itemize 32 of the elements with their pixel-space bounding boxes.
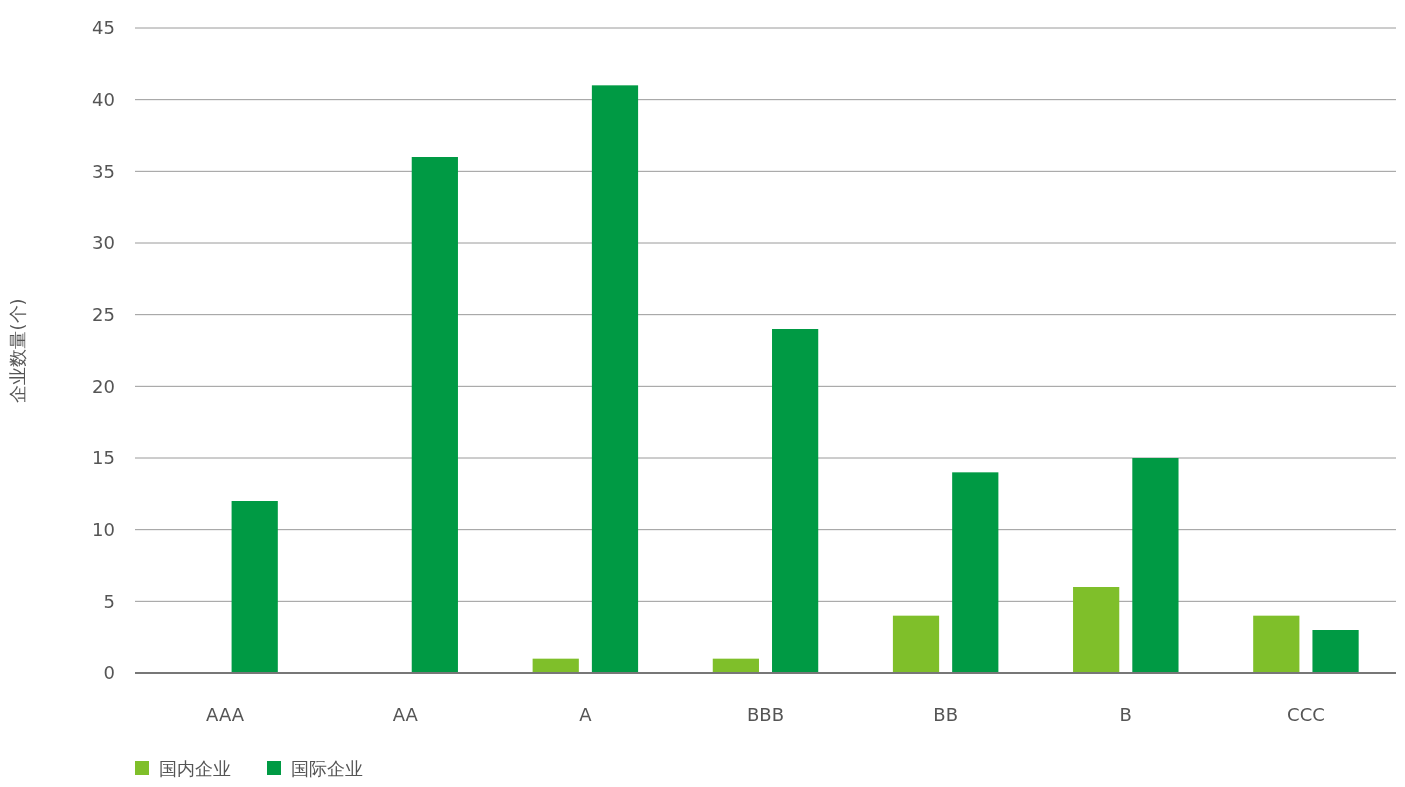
bar	[772, 329, 819, 673]
bar	[231, 501, 278, 673]
x-tick-label: CCC	[1287, 704, 1325, 725]
bar	[952, 472, 999, 673]
y-tick-label: 35	[92, 160, 115, 182]
y-tick-label: 10	[92, 518, 115, 540]
x-tick-label: A	[579, 704, 593, 725]
legend-label: 国际企业	[291, 758, 363, 779]
y-tick-label: 20	[92, 375, 115, 397]
y-tick-label: 15	[92, 447, 115, 469]
bar	[591, 85, 639, 673]
y-axis-title: 企业数量(个)	[7, 298, 28, 403]
x-tick-label: BB	[933, 704, 958, 725]
bar	[892, 615, 940, 673]
x-tick-label: AAA	[206, 704, 245, 725]
bar	[712, 658, 759, 673]
y-tick-label: 45	[92, 17, 115, 39]
x-tick-label: AA	[392, 704, 419, 725]
y-tick-label: 0	[103, 662, 115, 684]
bar	[1073, 587, 1120, 673]
bar	[1132, 458, 1179, 673]
y-tick-label: 25	[92, 303, 115, 325]
bar	[1312, 630, 1359, 673]
x-tick-label: B	[1119, 704, 1132, 725]
y-tick-label: 5	[103, 590, 115, 612]
legend-label: 国内企业	[159, 758, 231, 779]
x-tick-label: BBB	[746, 704, 785, 725]
y-tick-label: 40	[92, 88, 115, 110]
bar	[532, 658, 579, 673]
bar	[1253, 615, 1300, 673]
y-tick-label: 30	[92, 232, 115, 254]
bar	[411, 157, 458, 673]
